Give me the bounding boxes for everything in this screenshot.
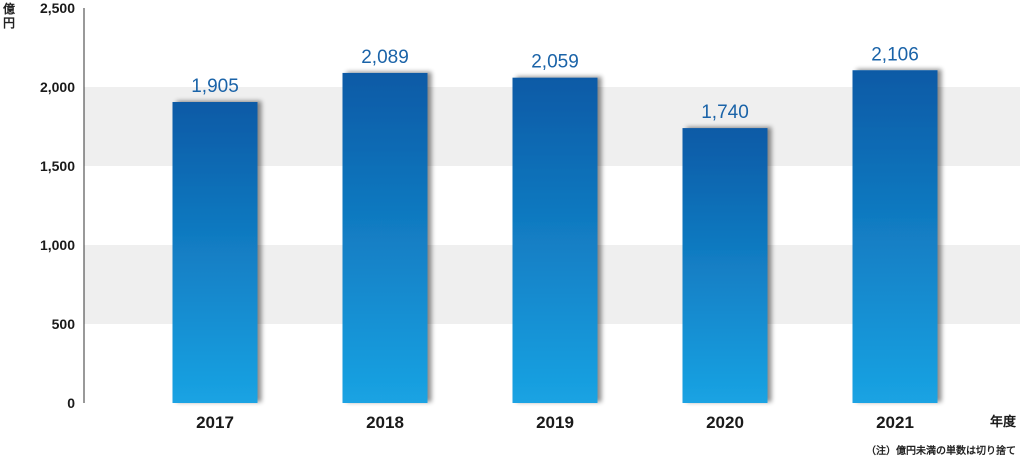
x-tick-label: 2017 xyxy=(196,413,234,432)
bar-2021 xyxy=(852,70,938,403)
bar-2018 xyxy=(342,72,428,404)
y-tick-label: 1,000 xyxy=(40,237,75,253)
y-axis-unit-label: 億円 xyxy=(2,2,15,30)
data-labels: 1,905 2,089 2,059 1,740 2,106 xyxy=(191,44,919,123)
data-label: 2,089 xyxy=(361,47,409,68)
data-label: 1,905 xyxy=(191,76,239,97)
footnote: （注）億円未満の単数は切り捨て xyxy=(866,446,1016,457)
x-tick-label: 2020 xyxy=(706,413,744,432)
y-axis-ticks: 0 500 1,000 1,500 2,000 2,500 xyxy=(40,0,75,411)
data-label: 2,106 xyxy=(871,44,919,65)
y-tick-label: 500 xyxy=(52,316,76,332)
bars xyxy=(172,70,938,404)
bar-2019 xyxy=(512,77,598,403)
bar-2017 xyxy=(172,102,258,403)
y-tick-label: 2,500 xyxy=(40,0,75,16)
x-tick-label: 2018 xyxy=(366,413,404,432)
x-tick-label: 2019 xyxy=(536,413,574,432)
x-tick-label: 2021 xyxy=(876,413,914,432)
x-axis-ticks: 2017 2018 2019 2020 2021 xyxy=(196,413,914,432)
y-tick-label: 0 xyxy=(67,395,75,411)
data-label: 2,059 xyxy=(531,52,579,73)
bar-2020 xyxy=(682,128,768,403)
y-tick-label: 2,000 xyxy=(40,79,75,95)
data-label: 1,740 xyxy=(701,102,749,123)
y-tick-label: 1,500 xyxy=(40,158,75,174)
x-axis-unit-label: 年度 xyxy=(990,414,1017,429)
